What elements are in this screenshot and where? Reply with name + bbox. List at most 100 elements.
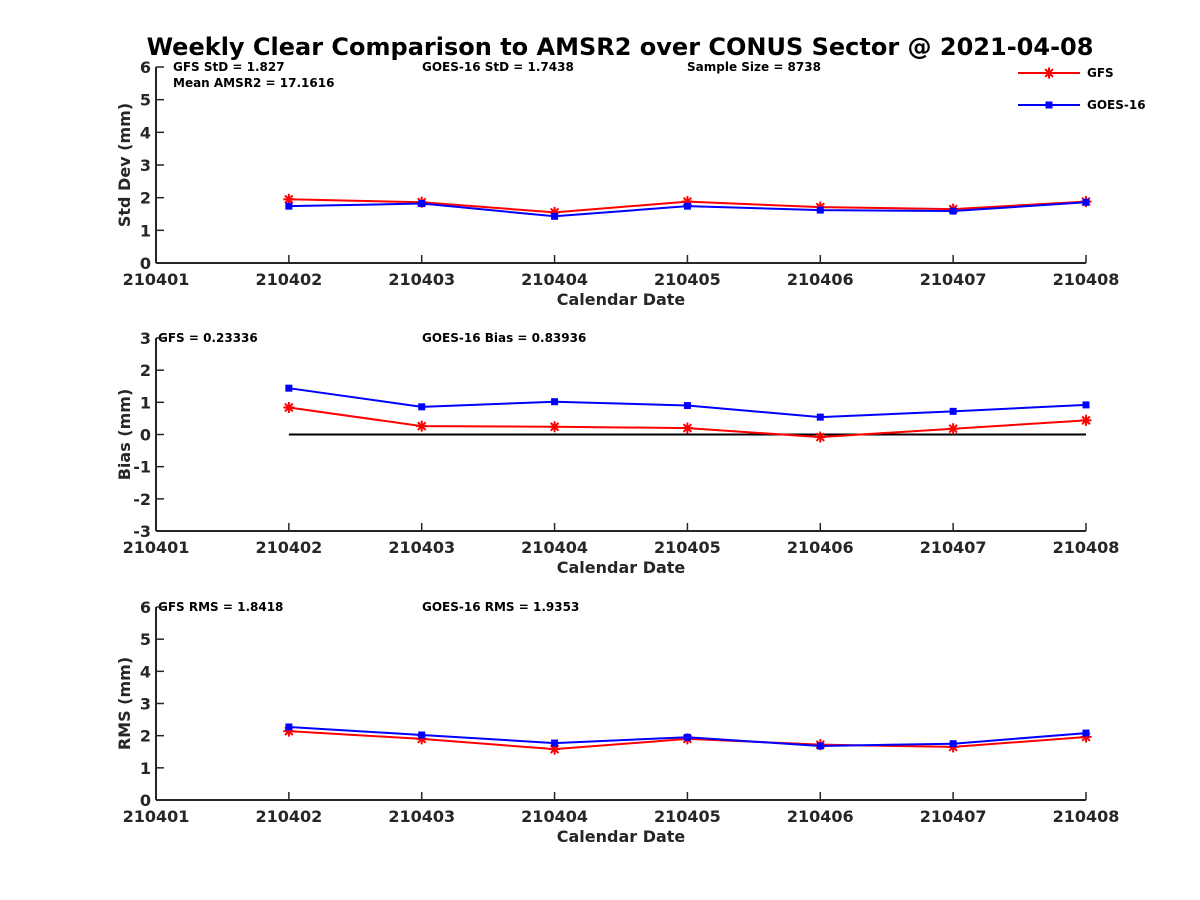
legend-marker-gfs xyxy=(1043,67,1055,79)
panel2-x-tick-label: 210405 xyxy=(654,538,721,557)
panel2-point-goes16 xyxy=(285,384,293,392)
panel1-annotation-goes-std: GOES-16 StD = 1.7438 xyxy=(422,60,574,74)
panel3-x-axis-label: Calendar Date xyxy=(557,827,686,846)
panel2-x-tick-label: 210407 xyxy=(920,538,987,557)
panel3-y-tick-label: 1 xyxy=(140,759,151,778)
panel1-annotation-mean-amsr2: Mean AMSR2 = 17.1616 xyxy=(173,76,334,90)
panel2-y-tick-label: 3 xyxy=(140,329,151,348)
panel2-point-gfs xyxy=(283,401,295,413)
panel1-x-tick-label: 210401 xyxy=(123,270,190,289)
panel1-x-axis-label: Calendar Date xyxy=(557,290,686,309)
panel1-y-tick-label: 6 xyxy=(140,58,151,77)
panel1-point-goes16 xyxy=(418,200,426,208)
legend: GFS GOES-16 xyxy=(1018,66,1146,112)
panel1-x-tick-label: 210403 xyxy=(388,270,455,289)
panel1-x-tick-label: 210402 xyxy=(255,270,322,289)
panel2-annotation-gfs-bias: GFS = 0.23336 xyxy=(158,331,258,345)
panel2-y-tick-label: 1 xyxy=(140,393,151,412)
panel3-y-axis-label: RMS (mm) xyxy=(115,657,134,750)
panel3-x-tick-label: 210402 xyxy=(255,807,322,826)
panel3-y-tick-label: 6 xyxy=(140,598,151,617)
panel2-point-gfs xyxy=(947,423,959,435)
panel-1: 0 1 2 3 4 5 6 210401 210402 210403 210404 210405 210… xyxy=(115,58,1119,309)
panel-2: -3 -2 -1 0 1 2 3 210401 210402 210403 210404 210405… xyxy=(115,329,1119,577)
panel1-annotation-sample-size: Sample Size = 8738 xyxy=(687,60,821,74)
panel1-point-goes16 xyxy=(551,212,559,220)
panel2-x-tick-label: 210406 xyxy=(787,538,854,557)
panel2-y-tick-label: 0 xyxy=(140,426,151,445)
panel2-x-tick-label: 210404 xyxy=(521,538,588,557)
panel3-point-goes16 xyxy=(949,740,957,748)
panel2-x-tick-label: 210401 xyxy=(123,538,190,557)
panel1-y-tick-label: 2 xyxy=(140,189,151,208)
panel2-y-tick-label: -2 xyxy=(133,490,151,509)
panel1-point-goes16 xyxy=(1082,198,1090,206)
panel1-y-tick-label: 5 xyxy=(140,91,151,110)
figure-title: Weekly Clear Comparison to AMSR2 over CO… xyxy=(147,33,1094,61)
panel2-point-gfs xyxy=(681,422,693,434)
panel3-point-goes16 xyxy=(418,731,426,739)
legend-item-goes16: GOES-16 xyxy=(1018,98,1146,112)
panel3-y-tick-label: 5 xyxy=(140,630,151,649)
panel1-x-tick-label: 210406 xyxy=(787,270,854,289)
panel1-x-tick-label: 210405 xyxy=(654,270,721,289)
panel2-y-tick-label: 2 xyxy=(140,361,151,380)
panel2-point-gfs xyxy=(814,431,826,443)
panel1-point-goes16 xyxy=(285,202,293,210)
panel3-point-goes16 xyxy=(551,739,559,747)
panel3-point-goes16 xyxy=(816,742,824,750)
panel2-point-gfs xyxy=(1080,414,1092,426)
panel1-y-tick-label: 4 xyxy=(140,123,151,142)
panel3-annotation-gfs-rms: GFS RMS = 1.8418 xyxy=(158,600,283,614)
legend-item-gfs: GFS xyxy=(1018,66,1114,80)
panel3-x-tick-label: 210407 xyxy=(920,807,987,826)
legend-marker-goes16-shape xyxy=(1045,101,1053,109)
panel1-x-tick-label: 210408 xyxy=(1053,270,1120,289)
panel3-annotation-goes-rms: GOES-16 RMS = 1.9353 xyxy=(422,600,579,614)
panel2-point-gfs xyxy=(549,421,561,433)
panel2-x-axis-label: Calendar Date xyxy=(557,558,686,577)
panel3-y-tick-label: 4 xyxy=(140,662,151,681)
panel3-x-tick-label: 210406 xyxy=(787,807,854,826)
panel3-x-tick-label: 210405 xyxy=(654,807,721,826)
panel1-annotation-gfs-std: GFS StD = 1.827 xyxy=(173,60,285,74)
panel2-y-axis-label: Bias (mm) xyxy=(115,389,134,481)
panel3-y-tick-label: 2 xyxy=(140,727,151,746)
panel1-point-goes16 xyxy=(949,207,957,215)
panel2-point-goes16 xyxy=(418,403,426,411)
panel3-x-tick-label: 210401 xyxy=(123,807,190,826)
panel1-point-goes16 xyxy=(683,202,691,210)
panel2-point-gfs xyxy=(416,420,428,432)
panel2-x-tick-label: 210402 xyxy=(255,538,322,557)
panel2-y-tick-label: -3 xyxy=(133,522,151,541)
panel2-y-tick-label: -1 xyxy=(133,458,151,477)
panel2-x-tick-label: 210408 xyxy=(1053,538,1120,557)
panel3-x-tick-label: 210403 xyxy=(388,807,455,826)
panel2-point-goes16 xyxy=(551,398,559,406)
panel3-point-goes16 xyxy=(285,723,293,731)
panel3-x-tick-label: 210408 xyxy=(1053,807,1120,826)
panel3-y-tick-label: 3 xyxy=(140,695,151,714)
panel1-x-tick-label: 210407 xyxy=(920,270,987,289)
panel3-y-tick-label: 0 xyxy=(140,791,151,810)
panel2-x-tick-label: 210403 xyxy=(388,538,455,557)
panel2-point-goes16 xyxy=(1082,401,1090,409)
panel2-point-goes16 xyxy=(816,413,824,421)
panel1-point-goes16 xyxy=(816,206,824,214)
panel1-y-tick-label: 3 xyxy=(140,156,151,175)
panel-3: 0 1 2 3 4 5 6 210401 210402 210403 210404 210405 210… xyxy=(115,598,1119,846)
panel2-point-goes16 xyxy=(949,407,957,415)
panel2-point-goes16 xyxy=(683,402,691,410)
legend-label-gfs: GFS xyxy=(1087,66,1114,80)
panel1-y-tick-label: 0 xyxy=(140,254,151,273)
panel1-x-tick-label: 210404 xyxy=(521,270,588,289)
legend-label-goes16: GOES-16 xyxy=(1087,98,1146,112)
panel2-annotation-goes-bias: GOES-16 Bias = 0.83936 xyxy=(422,331,586,345)
panel3-point-goes16 xyxy=(1082,729,1090,737)
panel1-y-axis-label: Std Dev (mm) xyxy=(115,103,134,227)
legend-marker-gfs-shape xyxy=(1043,67,1055,79)
legend-marker-goes16 xyxy=(1045,101,1053,109)
panel3-point-goes16 xyxy=(683,733,691,741)
